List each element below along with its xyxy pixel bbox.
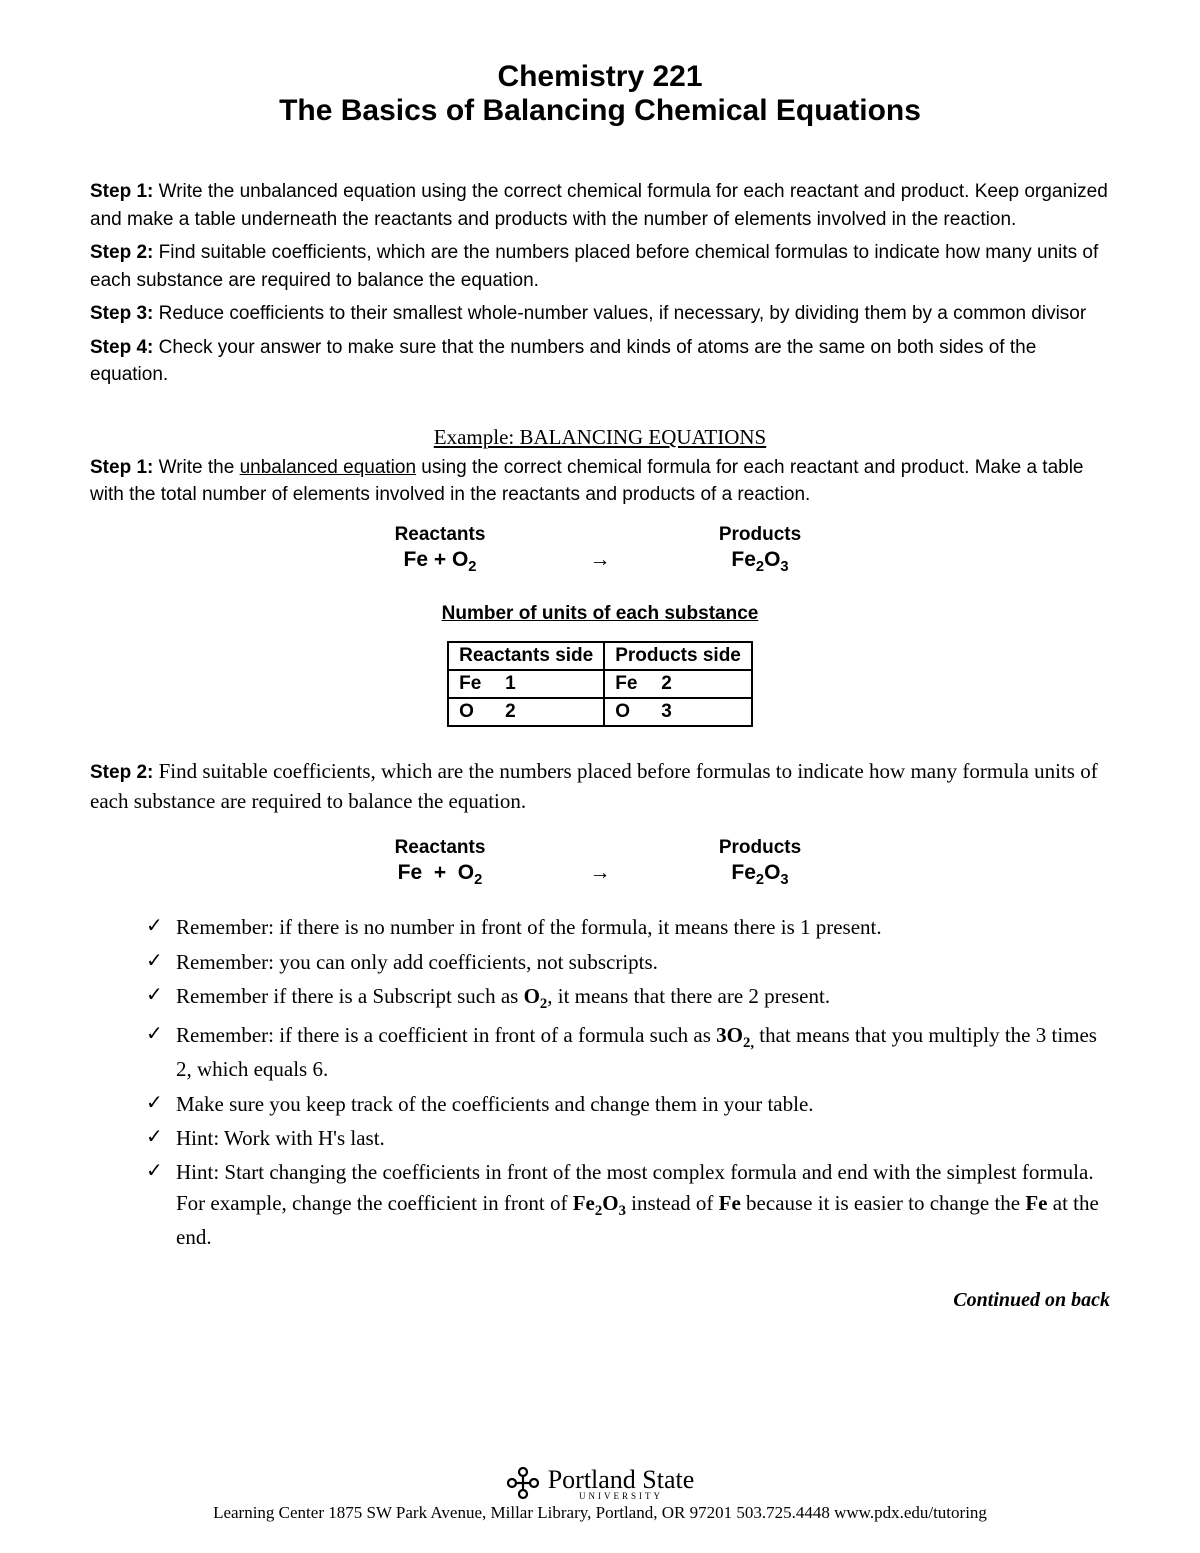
example-step-1-label: Step 1:	[90, 457, 153, 478]
element-count-table: Reactants side Products side Fe1 Fe2 O2 …	[447, 641, 753, 727]
example-step-2: Step 2: Find suitable coefficients, whic…	[90, 757, 1110, 816]
table-row: Fe1 Fe2	[448, 670, 752, 698]
reactants-formula-2: Fe + O2	[340, 861, 540, 888]
table-row: O2 O3	[448, 698, 752, 726]
equation-1: Reactants Fe + O2 → Products Fe2O3	[90, 523, 1110, 575]
document-page: Chemistry 221 The Basics of Balancing Ch…	[0, 0, 1200, 1553]
footer-contact: Learning Center 1875 SW Park Avenue, Mil…	[0, 1503, 1200, 1523]
step-3-text: Reduce coefficients to their smallest wh…	[153, 303, 1086, 324]
tip-item: Hint: Start changing the coefficients in…	[146, 1157, 1110, 1252]
step-4-label: Step 4:	[90, 337, 153, 358]
products-heading-2: Products	[660, 837, 860, 859]
reactants-heading-2: Reactants	[340, 837, 540, 859]
tip-item: Make sure you keep track of the coeffici…	[146, 1089, 1110, 1119]
brand-block: Portland State UNIVERSITY	[0, 1465, 1200, 1501]
step-3: Step 3: Reduce coefficients to their sma…	[90, 300, 1110, 328]
example-step-2-label: Step 2:	[90, 762, 153, 783]
step-1: Step 1: Write the unbalanced equation us…	[90, 178, 1110, 233]
page-footer: Portland State UNIVERSITY Learning Cente…	[0, 1465, 1200, 1523]
example-step-1-pre: Write the	[153, 457, 239, 478]
step-3-label: Step 3:	[90, 303, 153, 324]
step-4-text: Check your answer to make sure that the …	[90, 337, 1036, 386]
units-heading: Number of units of each substance	[90, 603, 1110, 625]
continued-notice: Continued on back	[90, 1289, 1110, 1312]
example-step-1: Step 1: Write the unbalanced equation us…	[90, 454, 1110, 509]
example-step-2-text: Find suitable coefficients, which are th…	[90, 759, 1098, 813]
page-title: The Basics of Balancing Chemical Equatio…	[90, 94, 1110, 128]
products-formula: Fe2O3	[660, 548, 860, 575]
tips-list: Remember: if there is no number in front…	[146, 912, 1110, 1253]
reactants-formula: Fe + O2	[340, 548, 540, 575]
step-4: Step 4: Check your answer to make sure t…	[90, 334, 1110, 389]
title-block: Chemistry 221 The Basics of Balancing Ch…	[90, 60, 1110, 128]
step-1-label: Step 1:	[90, 181, 153, 202]
step-1-text: Write the unbalanced equation using the …	[90, 181, 1108, 230]
tip-item: Remember: if there is no number in front…	[146, 912, 1110, 942]
products-side-header: Products side	[604, 642, 752, 670]
brand-name: Portland State	[548, 1465, 695, 1494]
table-header-row: Reactants side Products side	[448, 642, 752, 670]
products-heading: Products	[660, 524, 860, 546]
tip-item: Remember if there is a Subscript such as…	[146, 981, 1110, 1016]
arrow-icon: →	[540, 548, 660, 572]
equation-2: Reactants Fe + O2 → Products Fe2O3	[90, 836, 1110, 888]
reactants-side-header: Reactants side	[448, 642, 604, 670]
example-step-1-underline: unbalanced equation	[240, 457, 416, 478]
reactants-heading: Reactants	[340, 524, 540, 546]
arrow-icon: →	[540, 861, 660, 885]
course-code: Chemistry 221	[90, 60, 1110, 94]
step-2-label: Step 2:	[90, 242, 153, 263]
tip-item: Hint: Work with H's last.	[146, 1123, 1110, 1153]
step-2: Step 2: Find suitable coefficients, whic…	[90, 239, 1110, 294]
example-heading: Example: BALANCING EQUATIONS	[90, 425, 1110, 450]
tip-item: Remember: if there is a coefficient in f…	[146, 1020, 1110, 1085]
products-formula-2: Fe2O3	[660, 861, 860, 888]
step-2-text: Find suitable coefficients, which are th…	[90, 242, 1098, 291]
logo-icon	[506, 1466, 540, 1500]
tip-item: Remember: you can only add coefficients,…	[146, 947, 1110, 977]
